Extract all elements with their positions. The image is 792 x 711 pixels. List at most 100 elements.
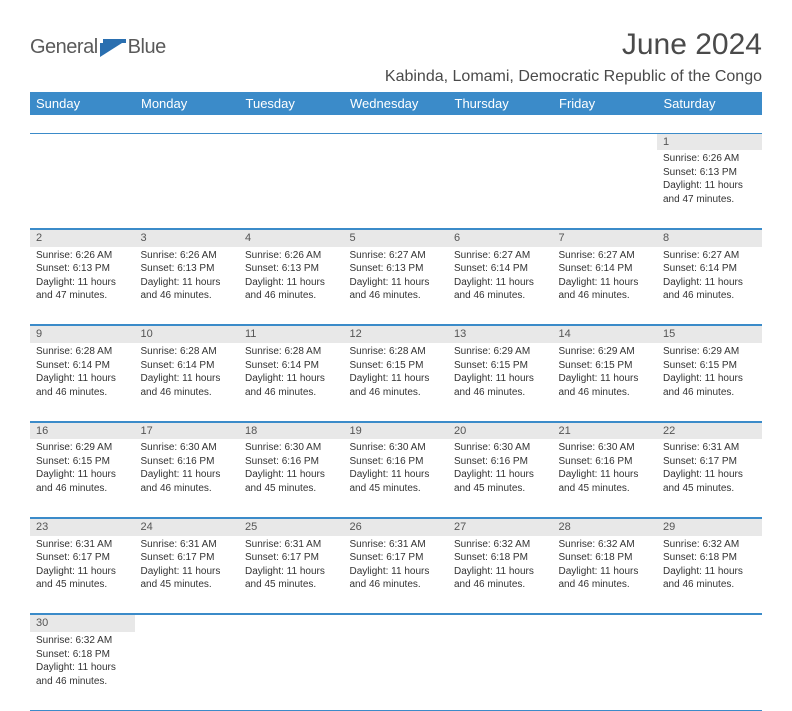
day-cell: Sunrise: 6:30 AMSunset: 6:16 PMDaylight:…	[448, 439, 553, 517]
sunrise-text: Sunrise: 6:30 AM	[559, 441, 652, 455]
spacer-cell	[448, 115, 553, 133]
day-header: Saturday	[657, 92, 762, 115]
daylight-text: Daylight: 11 hours and 46 minutes.	[350, 276, 443, 303]
day-number: 12	[344, 326, 449, 343]
day-number: 5	[344, 229, 449, 246]
day-number: 17	[135, 422, 240, 439]
flag-icon	[100, 39, 126, 57]
day-cell: Sunrise: 6:26 AMSunset: 6:13 PMDaylight:…	[239, 247, 344, 325]
day-cell	[448, 150, 553, 228]
day-number: 18	[239, 422, 344, 439]
sunset-text: Sunset: 6:15 PM	[350, 359, 443, 373]
calendar-table: Sunday Monday Tuesday Wednesday Thursday…	[30, 92, 762, 711]
day-number: 26	[344, 518, 449, 535]
daylight-text: Daylight: 11 hours and 46 minutes.	[350, 565, 443, 592]
daylight-text: Daylight: 11 hours and 46 minutes.	[141, 468, 234, 495]
sunrise-text: Sunrise: 6:27 AM	[663, 249, 756, 263]
daylight-text: Daylight: 11 hours and 46 minutes.	[454, 276, 547, 303]
day-header: Wednesday	[344, 92, 449, 115]
sunrise-text: Sunrise: 6:26 AM	[141, 249, 234, 263]
daylight-text: Daylight: 11 hours and 46 minutes.	[663, 565, 756, 592]
day-header: Monday	[135, 92, 240, 115]
day-number: 16	[30, 422, 135, 439]
sunrise-text: Sunrise: 6:31 AM	[141, 538, 234, 552]
spacer-cell	[239, 115, 344, 133]
day-cell: Sunrise: 6:27 AMSunset: 6:13 PMDaylight:…	[344, 247, 449, 325]
day-number: 2	[30, 229, 135, 246]
sunset-text: Sunset: 6:18 PM	[454, 551, 547, 565]
day-number	[30, 133, 135, 150]
day-cell: Sunrise: 6:27 AMSunset: 6:14 PMDaylight:…	[553, 247, 658, 325]
page-subtitle: Kabinda, Lomami, Democratic Republic of …	[30, 68, 762, 86]
day-number: 6	[448, 229, 553, 246]
day-number: 15	[657, 326, 762, 343]
sunset-text: Sunset: 6:14 PM	[454, 262, 547, 276]
content-row: Sunrise: 6:29 AMSunset: 6:15 PMDaylight:…	[30, 439, 762, 517]
sunset-text: Sunset: 6:16 PM	[559, 455, 652, 469]
daylight-text: Daylight: 11 hours and 46 minutes.	[36, 372, 129, 399]
daylight-text: Daylight: 11 hours and 46 minutes.	[559, 372, 652, 399]
sunrise-text: Sunrise: 6:26 AM	[245, 249, 338, 263]
day-cell: Sunrise: 6:32 AMSunset: 6:18 PMDaylight:…	[30, 632, 135, 710]
sunrise-text: Sunrise: 6:29 AM	[36, 441, 129, 455]
day-number: 20	[448, 422, 553, 439]
sunrise-text: Sunrise: 6:31 AM	[350, 538, 443, 552]
daylight-text: Daylight: 11 hours and 47 minutes.	[36, 276, 129, 303]
daynum-row: 1	[30, 133, 762, 150]
day-cell: Sunrise: 6:27 AMSunset: 6:14 PMDaylight:…	[448, 247, 553, 325]
daylight-text: Daylight: 11 hours and 46 minutes.	[36, 661, 129, 688]
day-number: 19	[344, 422, 449, 439]
daylight-text: Daylight: 11 hours and 45 minutes.	[245, 468, 338, 495]
day-cell: Sunrise: 6:31 AMSunset: 6:17 PMDaylight:…	[135, 536, 240, 614]
sunset-text: Sunset: 6:13 PM	[36, 262, 129, 276]
day-cell: Sunrise: 6:28 AMSunset: 6:14 PMDaylight:…	[135, 343, 240, 421]
sunrise-text: Sunrise: 6:29 AM	[454, 345, 547, 359]
day-cell	[239, 632, 344, 710]
sunset-text: Sunset: 6:16 PM	[454, 455, 547, 469]
page-title: June 2024	[622, 28, 762, 62]
sunset-text: Sunset: 6:16 PM	[245, 455, 338, 469]
sunrise-text: Sunrise: 6:27 AM	[350, 249, 443, 263]
day-cell: Sunrise: 6:26 AMSunset: 6:13 PMDaylight:…	[657, 150, 762, 228]
day-number: 27	[448, 518, 553, 535]
sunset-text: Sunset: 6:17 PM	[350, 551, 443, 565]
sunset-text: Sunset: 6:18 PM	[663, 551, 756, 565]
day-cell: Sunrise: 6:26 AMSunset: 6:13 PMDaylight:…	[135, 247, 240, 325]
daynum-row: 23242526272829	[30, 518, 762, 535]
sunrise-text: Sunrise: 6:29 AM	[559, 345, 652, 359]
sunset-text: Sunset: 6:18 PM	[559, 551, 652, 565]
sunset-text: Sunset: 6:16 PM	[141, 455, 234, 469]
day-cell: Sunrise: 6:30 AMSunset: 6:16 PMDaylight:…	[135, 439, 240, 517]
sunset-text: Sunset: 6:13 PM	[663, 166, 756, 180]
sunset-text: Sunset: 6:17 PM	[141, 551, 234, 565]
day-number: 14	[553, 326, 658, 343]
day-cell	[344, 632, 449, 710]
sunset-text: Sunset: 6:15 PM	[559, 359, 652, 373]
sunrise-text: Sunrise: 6:30 AM	[454, 441, 547, 455]
day-number	[448, 615, 553, 632]
day-number	[239, 133, 344, 150]
day-cell	[657, 632, 762, 710]
sunset-text: Sunset: 6:14 PM	[663, 262, 756, 276]
spacer-cell	[657, 115, 762, 133]
daylight-text: Daylight: 11 hours and 45 minutes.	[454, 468, 547, 495]
day-number	[657, 615, 762, 632]
day-number: 10	[135, 326, 240, 343]
content-row: Sunrise: 6:32 AMSunset: 6:18 PMDaylight:…	[30, 632, 762, 710]
content-row: Sunrise: 6:26 AMSunset: 6:13 PMDaylight:…	[30, 247, 762, 325]
day-number: 23	[30, 518, 135, 535]
day-cell: Sunrise: 6:28 AMSunset: 6:14 PMDaylight:…	[30, 343, 135, 421]
day-cell: Sunrise: 6:28 AMSunset: 6:14 PMDaylight:…	[239, 343, 344, 421]
day-cell	[553, 632, 658, 710]
spacer-cell	[135, 115, 240, 133]
day-number: 21	[553, 422, 658, 439]
sunrise-text: Sunrise: 6:28 AM	[245, 345, 338, 359]
daylight-text: Daylight: 11 hours and 45 minutes.	[36, 565, 129, 592]
content-row: Sunrise: 6:28 AMSunset: 6:14 PMDaylight:…	[30, 343, 762, 421]
daylight-text: Daylight: 11 hours and 46 minutes.	[245, 276, 338, 303]
sunrise-text: Sunrise: 6:32 AM	[663, 538, 756, 552]
daylight-text: Daylight: 11 hours and 46 minutes.	[36, 468, 129, 495]
sunset-text: Sunset: 6:15 PM	[663, 359, 756, 373]
sunset-text: Sunset: 6:13 PM	[350, 262, 443, 276]
day-cell: Sunrise: 6:32 AMSunset: 6:18 PMDaylight:…	[657, 536, 762, 614]
